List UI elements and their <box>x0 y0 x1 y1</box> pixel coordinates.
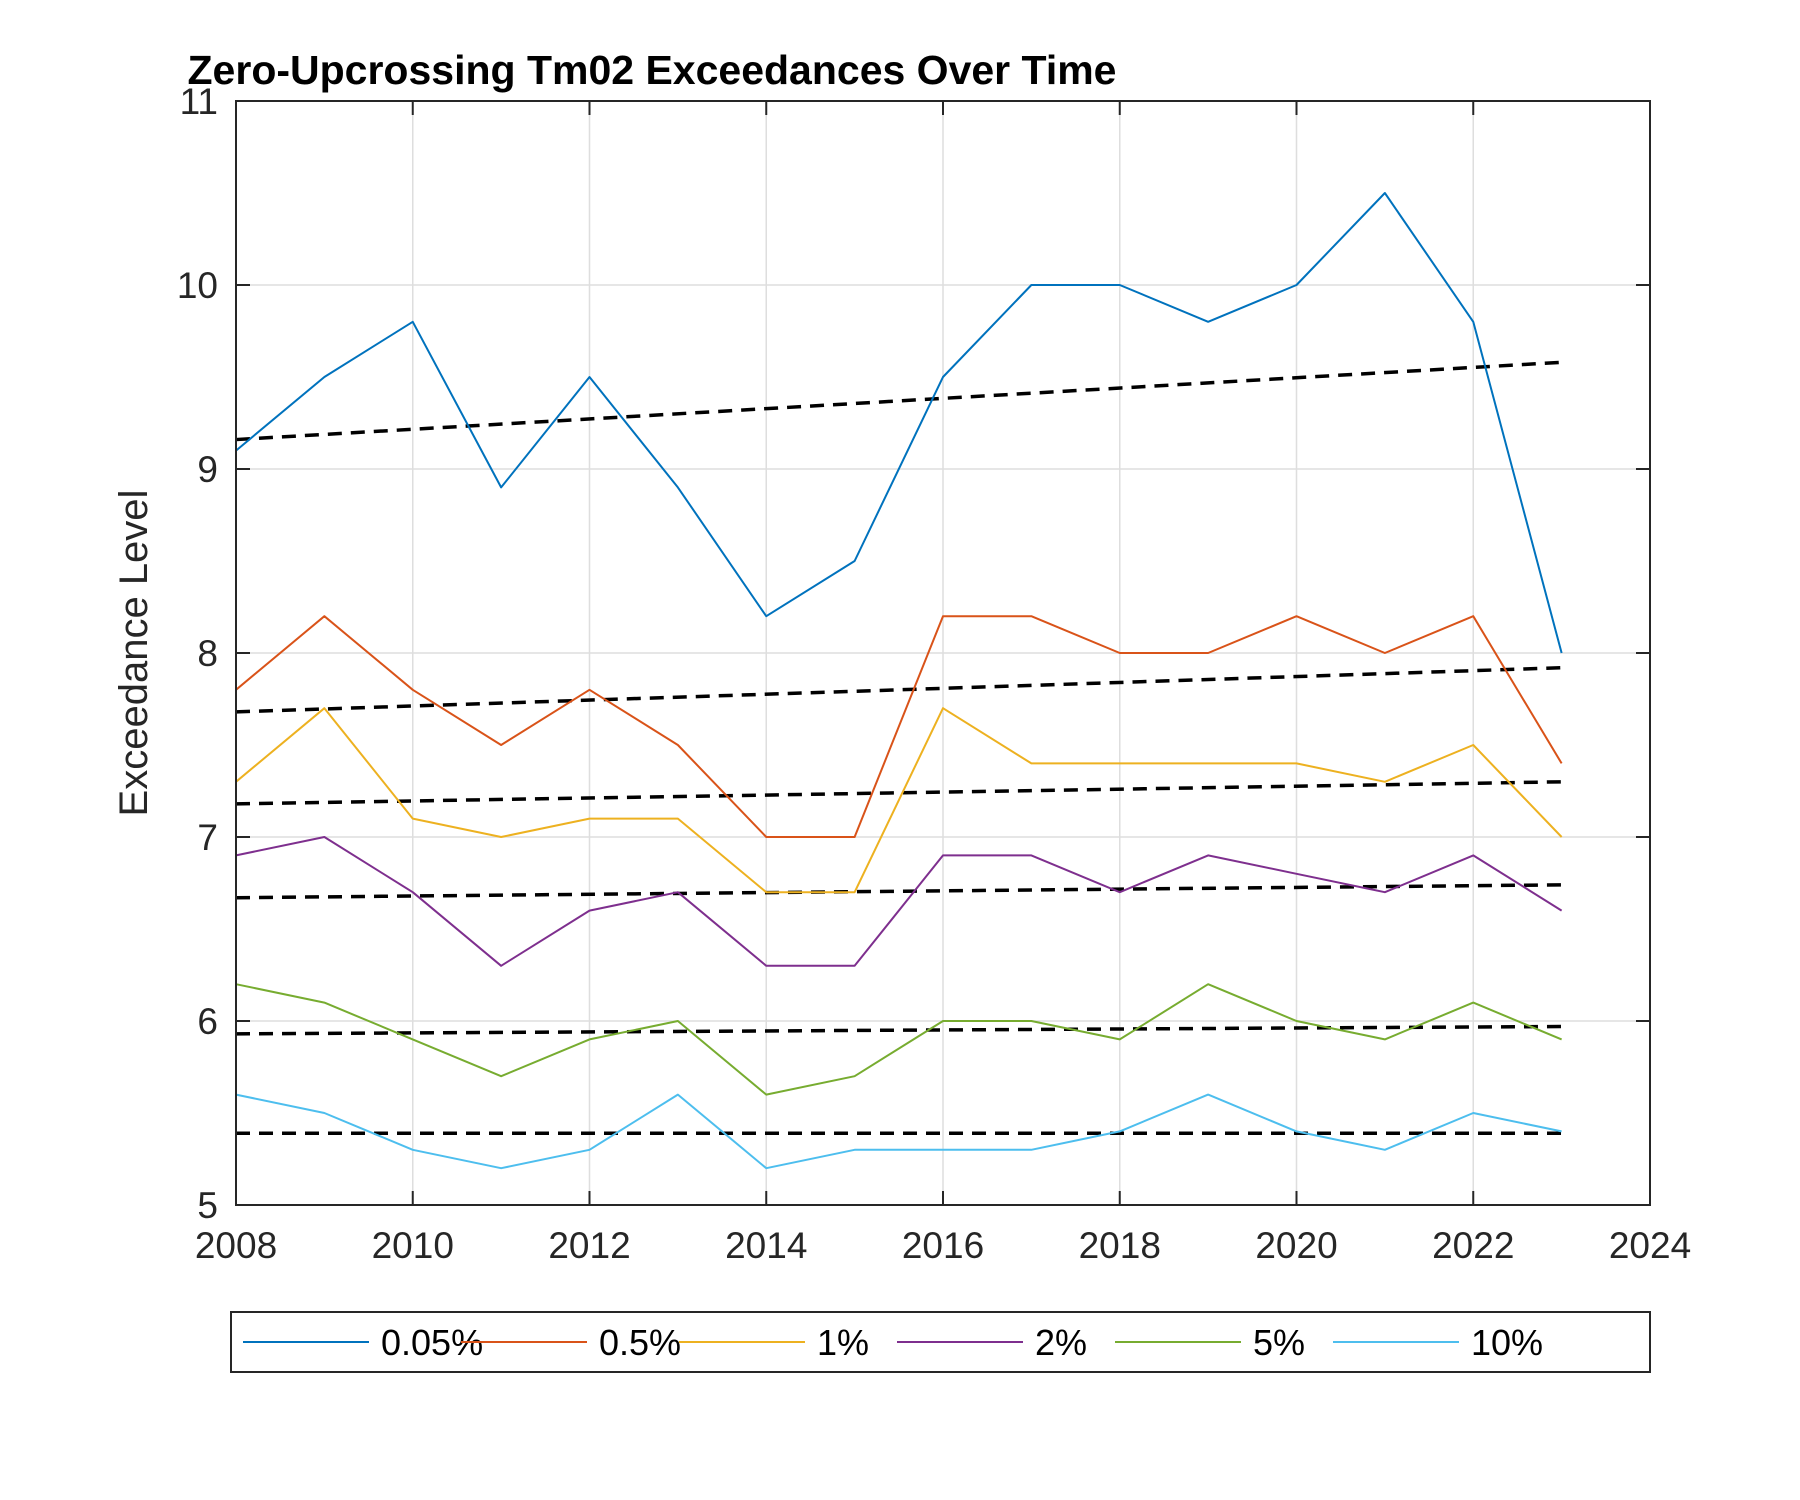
y-tick-label: 8 <box>197 633 218 674</box>
trend-line-3 <box>235 883 1562 900</box>
trend-lines <box>235 360 1562 1135</box>
y-tick-label: 11 <box>180 81 218 122</box>
series-line-3 <box>235 836 1563 967</box>
x-tick-label: 2014 <box>725 1225 807 1266</box>
trend-line-4 <box>235 1024 1562 1036</box>
trend-line-2 <box>235 780 1562 806</box>
series-line-1 <box>235 615 1563 838</box>
y-tick-label: 5 <box>197 1185 218 1226</box>
x-tick-label: 2022 <box>1432 1225 1514 1266</box>
y-axis-tick-labels: 5 6 7 8 9 10 11 <box>177 81 218 1226</box>
series-line-2 <box>235 707 1563 894</box>
legend: 0.05% 0.5% 1% 2% 5% 10% <box>230 1311 1651 1373</box>
x-tick-label: 2010 <box>372 1225 454 1266</box>
data-series <box>235 192 1563 1170</box>
legend-label-3: 2% <box>1035 1322 1087 1363</box>
y-tick-label: 7 <box>197 817 218 858</box>
x-tick-label: 2018 <box>1079 1225 1161 1266</box>
chart-title: Zero-Upcrossing Tm02 Exceedances Over Ti… <box>188 47 1117 93</box>
y-tick-label: 9 <box>197 449 218 490</box>
x-tick-label: 2020 <box>1255 1225 1337 1266</box>
y-tick-label: 10 <box>177 265 218 306</box>
trend-line-0 <box>235 360 1562 442</box>
legend-label-4: 5% <box>1253 1322 1305 1363</box>
axis-ticks <box>235 100 1651 1206</box>
y-tick-label: 6 <box>197 1001 218 1042</box>
legend-label-1: 0.5% <box>599 1322 681 1363</box>
x-tick-label: 2012 <box>548 1225 630 1266</box>
x-tick-label: 2016 <box>902 1225 984 1266</box>
series-line-0 <box>235 192 1563 654</box>
series-line-4 <box>235 983 1563 1096</box>
x-tick-label: 2008 <box>195 1225 277 1266</box>
y-axis-label: Exceedance Level <box>112 490 156 817</box>
legend-label-5: 10% <box>1471 1322 1543 1363</box>
legend-label-2: 1% <box>817 1322 869 1363</box>
x-axis-tick-labels: 2008 2010 2012 2014 2016 2018 2020 2022 2024 <box>195 1225 1691 1266</box>
trend-line-1 <box>235 665 1562 714</box>
x-tick-label: 2024 <box>1609 1225 1691 1266</box>
series-line-5 <box>235 1093 1562 1170</box>
